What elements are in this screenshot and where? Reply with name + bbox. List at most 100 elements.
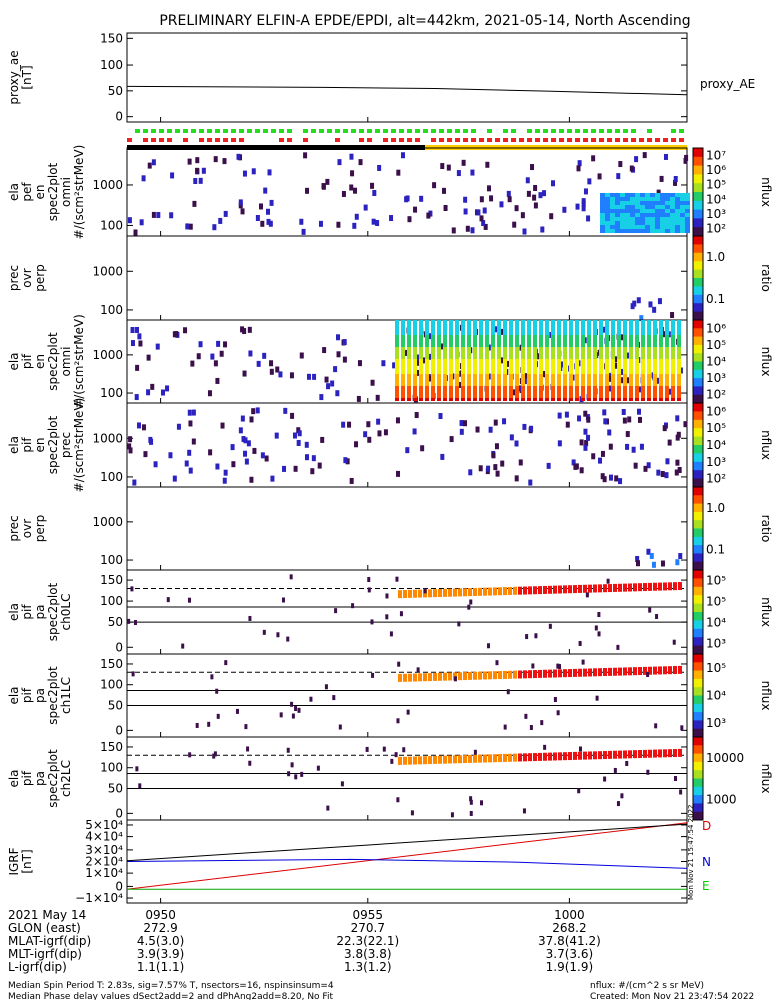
spec-column xyxy=(677,323,681,326)
spec-column xyxy=(635,329,639,332)
spec-column xyxy=(593,344,597,347)
spec-pixel xyxy=(219,350,224,357)
status-mark xyxy=(359,138,364,142)
spec-column xyxy=(479,326,483,329)
spec-column xyxy=(455,356,459,359)
spec-column xyxy=(479,356,483,359)
pa-pixel xyxy=(399,611,403,617)
spec-column xyxy=(593,353,597,356)
spec-column xyxy=(623,338,627,341)
spec-column xyxy=(497,332,501,335)
pa-pixel xyxy=(594,625,598,631)
pa-pixel xyxy=(608,750,612,759)
colorbar-tick-label: 10³ xyxy=(706,637,726,651)
spec-pixel xyxy=(493,419,498,426)
spec-pixel xyxy=(283,407,288,414)
spec-column xyxy=(437,356,441,359)
spec-column xyxy=(443,338,447,341)
spec-column xyxy=(575,386,579,389)
spec-column xyxy=(497,362,501,365)
pa-pixel xyxy=(410,810,414,816)
pa-pixel xyxy=(423,673,427,682)
spec-pixel xyxy=(292,432,297,439)
spec-column xyxy=(539,356,543,359)
spec-column xyxy=(671,329,675,332)
spec-pixel xyxy=(306,373,311,380)
pa-pixel xyxy=(633,583,637,592)
y-axis-label: pa xyxy=(33,605,47,620)
spec-column xyxy=(581,344,585,347)
spec-pixel xyxy=(304,441,309,448)
spec-pixel xyxy=(522,228,527,235)
spec-pixel xyxy=(680,217,685,221)
spec-column xyxy=(599,389,603,392)
colorbar-tick-label: 10000 xyxy=(706,751,744,765)
status-mark xyxy=(463,138,468,142)
spec-column xyxy=(413,320,417,323)
spec-column xyxy=(539,350,543,353)
pa-pixel xyxy=(679,789,683,795)
spec-column xyxy=(395,371,399,374)
status-mark xyxy=(423,129,428,133)
spec-pixel xyxy=(610,217,615,221)
spec-column xyxy=(677,362,681,365)
spec-column xyxy=(485,353,489,356)
ratio-pixel xyxy=(651,561,656,568)
footer-row-label: MLT-igrf(dip) xyxy=(8,947,82,961)
spec-column xyxy=(617,395,621,398)
spec-column xyxy=(617,386,621,389)
spec-column xyxy=(635,377,639,380)
spec-pixel xyxy=(685,201,690,205)
spec-column xyxy=(563,374,567,377)
colorbar-segment xyxy=(693,353,703,362)
spec-pixel xyxy=(610,201,615,205)
spec-column xyxy=(623,368,627,371)
pa-pixel xyxy=(578,751,582,760)
spec-column xyxy=(557,320,561,323)
spec-pixel xyxy=(625,209,630,213)
spec-column xyxy=(545,395,549,398)
spec-column xyxy=(599,386,603,389)
spec-column xyxy=(437,326,441,329)
spec-column xyxy=(641,335,645,338)
spec-column xyxy=(677,335,681,338)
spec-column xyxy=(539,353,543,356)
spec-pixel xyxy=(600,473,605,480)
spec-pixel xyxy=(615,213,620,217)
pa-pixel xyxy=(598,668,602,677)
spec-column xyxy=(395,329,399,332)
spec-column xyxy=(611,380,615,383)
y-axis-label: pa xyxy=(33,688,47,703)
spec-column xyxy=(545,377,549,380)
pa-pixel xyxy=(286,747,290,753)
spec-pixel xyxy=(230,444,235,451)
spec-column xyxy=(575,380,579,383)
pa-pixel xyxy=(396,718,400,724)
spec-pixel xyxy=(404,196,409,203)
colorbar-tick-label: 1000 xyxy=(706,792,737,806)
spec-column xyxy=(551,389,555,392)
spec-column xyxy=(497,359,501,362)
status-mark xyxy=(551,129,556,133)
spec-column xyxy=(473,377,477,380)
spec-column xyxy=(419,344,423,347)
spec-column xyxy=(527,329,531,332)
spec-column xyxy=(545,389,549,392)
spec-column xyxy=(677,392,681,395)
spec-column xyxy=(677,338,681,341)
spec-column xyxy=(659,347,663,350)
panel-pa_ch2: ela pif pa spec2plot ch2LC150100500100001000… xyxy=(7,736,773,821)
spec-pixel xyxy=(449,436,454,443)
pa-pixel xyxy=(413,589,417,598)
footer-note: Median Phase delay values dSect2add=2 an… xyxy=(8,992,333,1000)
status-mark xyxy=(135,129,140,133)
spec-column xyxy=(443,389,447,392)
colorbar-segment xyxy=(693,148,703,158)
spec-pixel xyxy=(680,225,685,229)
pa-pixel xyxy=(498,587,502,596)
spec-pixel xyxy=(524,373,529,380)
spec-column xyxy=(425,392,429,395)
spec-column xyxy=(467,332,471,335)
